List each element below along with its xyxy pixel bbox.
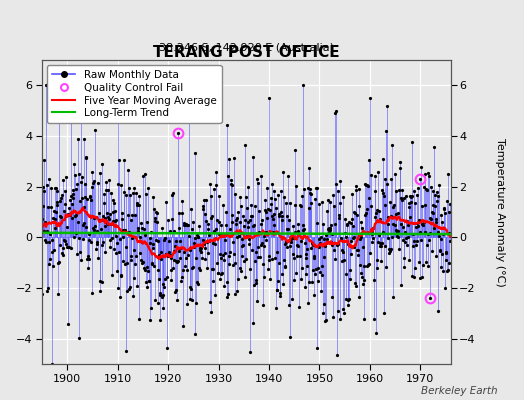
Text: Berkeley Earth: Berkeley Earth — [421, 386, 498, 396]
Title: TERANG POST OFFICE: TERANG POST OFFICE — [153, 45, 340, 60]
Text: 38.246 S, 142.920 E (Australia): 38.246 S, 142.920 E (Australia) — [159, 42, 334, 52]
Legend: Raw Monthly Data, Quality Control Fail, Five Year Moving Average, Long-Term Tren: Raw Monthly Data, Quality Control Fail, … — [47, 65, 222, 124]
Y-axis label: Temperature Anomaly (°C): Temperature Anomaly (°C) — [495, 138, 505, 286]
